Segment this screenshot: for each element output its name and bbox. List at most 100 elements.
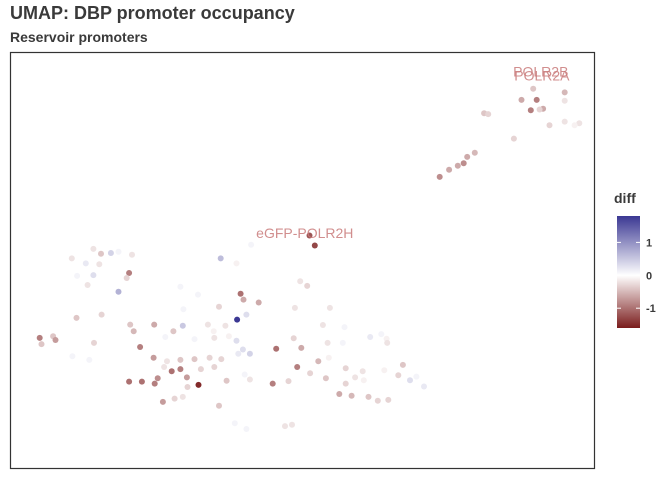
scatter-point xyxy=(297,278,304,285)
scatter-point xyxy=(123,275,130,281)
scatter-point xyxy=(171,395,178,402)
scatter-point xyxy=(98,250,104,257)
scatter-point xyxy=(385,396,392,403)
scatter-point xyxy=(243,311,250,318)
scatter-point xyxy=(339,339,346,346)
scatter-point xyxy=(217,255,224,262)
scatter-point xyxy=(342,365,349,372)
scatter-point xyxy=(384,339,391,346)
scatter-point xyxy=(352,374,359,381)
scatter-point xyxy=(84,282,91,288)
scatter-point xyxy=(237,290,244,297)
scatter-point xyxy=(241,371,248,378)
scatter-point xyxy=(74,272,81,279)
scatter-point xyxy=(151,321,158,328)
scatter-point xyxy=(311,242,318,249)
colorbar xyxy=(617,216,640,328)
scatter-point xyxy=(127,321,134,328)
scatter-point xyxy=(342,380,349,387)
scatter-point xyxy=(246,350,253,357)
scatter-point xyxy=(533,96,540,103)
scatter-point xyxy=(86,356,93,363)
scatter-point xyxy=(518,96,525,103)
scatter-point xyxy=(69,353,76,360)
scatter-point xyxy=(184,384,191,390)
legend-title: diff xyxy=(614,190,636,206)
scatter-point xyxy=(306,232,313,239)
scatter-point xyxy=(291,304,298,311)
scatter-point xyxy=(399,361,406,368)
scatter-point xyxy=(191,336,198,343)
scatter-point xyxy=(348,392,355,399)
point-label-annotation: eGFP-POLR2H xyxy=(256,225,353,241)
scatter-point xyxy=(374,397,381,404)
scatter-point xyxy=(294,364,301,370)
scatter-point xyxy=(191,356,198,363)
scatter-point xyxy=(216,303,222,310)
scatter-point xyxy=(381,367,388,374)
plot-panel xyxy=(9,51,596,470)
scatter-point xyxy=(115,248,122,255)
point-label-annotation: POLR2B xyxy=(513,64,568,80)
scatter-point xyxy=(206,354,213,361)
scatter-point xyxy=(248,241,255,248)
chart-title: UMAP: DBP promoter occupancy xyxy=(10,3,295,23)
scatter-point xyxy=(269,380,276,387)
scatter-point xyxy=(527,107,534,114)
scatter-point xyxy=(162,334,169,340)
scatter-point xyxy=(179,393,186,400)
scatter-point xyxy=(177,356,184,363)
scatter-point xyxy=(154,375,161,382)
scatter-point xyxy=(464,153,471,160)
scatter-point xyxy=(436,173,443,180)
scatter-point xyxy=(367,334,374,340)
scatter-point xyxy=(96,261,103,268)
scatter-point xyxy=(255,299,262,306)
scatter-point xyxy=(91,339,97,346)
scatter-point xyxy=(530,85,537,92)
scatter-point xyxy=(282,423,288,430)
points-layer xyxy=(36,85,583,432)
legend-tick-label: -1 xyxy=(646,303,656,315)
scatter-point xyxy=(322,375,329,382)
scatter-point xyxy=(307,370,314,377)
scatter-point xyxy=(571,122,578,129)
scatter-point xyxy=(298,344,305,351)
scatter-point xyxy=(126,378,133,385)
scatter-point xyxy=(304,282,311,289)
scatter-point xyxy=(561,97,568,104)
scatter-point xyxy=(273,345,280,352)
scatter-point xyxy=(576,120,583,127)
scatter-point xyxy=(151,380,158,387)
scatter-point xyxy=(231,420,238,427)
scatter-point xyxy=(290,335,297,342)
scatter-point xyxy=(36,334,43,341)
scatter-point xyxy=(150,354,157,361)
scatter-point xyxy=(170,328,177,335)
scatter-point xyxy=(177,366,184,373)
legend-ticks: 1 0 -1 xyxy=(617,237,656,315)
scatter-point xyxy=(183,374,190,381)
scatter-point xyxy=(246,376,253,383)
scatter-point xyxy=(359,368,366,375)
scatter-point xyxy=(315,358,322,365)
scatter-point xyxy=(378,331,385,338)
point-label-annotation: POLR2A xyxy=(514,67,570,83)
scatter-point xyxy=(413,373,420,380)
scatter-point xyxy=(204,321,211,328)
scatter-point xyxy=(325,354,332,361)
scatter-point xyxy=(211,364,218,370)
scatter-point xyxy=(235,350,242,357)
scatter-point xyxy=(471,149,478,156)
scatter-point xyxy=(164,358,170,365)
scatter-point xyxy=(107,250,114,256)
scatter-point xyxy=(324,339,331,346)
scatter-point xyxy=(195,381,202,388)
scatter-point xyxy=(216,402,222,409)
scatter-point xyxy=(454,162,461,169)
scatter-point xyxy=(395,372,402,379)
scatter-point xyxy=(365,393,372,400)
scatter-point xyxy=(168,368,175,375)
scatter-point xyxy=(285,378,292,385)
scatter-point xyxy=(197,366,204,373)
